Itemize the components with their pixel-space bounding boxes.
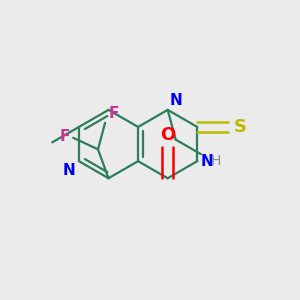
Text: S: S [233, 118, 246, 136]
Text: N: N [170, 93, 183, 108]
Text: N: N [63, 163, 75, 178]
Text: F: F [59, 129, 70, 144]
Text: H: H [211, 154, 221, 168]
Text: O: O [160, 126, 175, 144]
Text: F: F [109, 106, 119, 122]
Text: N: N [201, 154, 214, 169]
